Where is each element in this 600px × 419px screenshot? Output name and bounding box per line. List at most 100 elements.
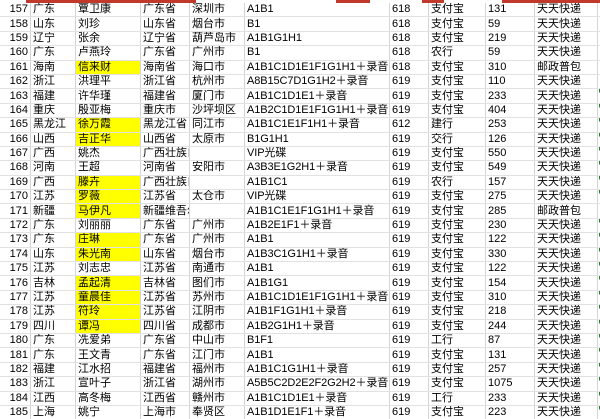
shipping-company-cell[interactable]: 天天快递 <box>534 45 598 61</box>
payment-method-cell[interactable]: 支付宝 <box>428 232 486 248</box>
table-row[interactable]: 178江苏符玲江苏省江阴市A1B1F1G1H1＋录音619支付宝218天天快递1… <box>0 304 600 320</box>
payment-method-cell[interactable]: 支付宝 <box>428 3 486 18</box>
amount-cell[interactable]: 310 <box>485 290 535 306</box>
city-cell[interactable]: 广州市 <box>189 45 245 61</box>
region-cell[interactable]: 河南省 <box>140 160 190 176</box>
region-cell[interactable]: 江苏省 <box>140 290 190 306</box>
batch-number-cell[interactable]: 619 <box>389 290 429 306</box>
city-cell[interactable]: 江门市 <box>189 347 245 363</box>
customer-name-cell[interactable]: 童晨佳 <box>75 290 141 306</box>
table-row[interactable]: 174 山东 朱光南 山东省 烟台市 A1B3C1G1H1＋录音 619 支付宝 330 天天快递… <box>0 247 600 263</box>
amount-cell[interactable]: 157 <box>485 175 535 191</box>
row-number-cell[interactable]: 160 <box>0 45 31 61</box>
city-cell[interactable]: 太原市 <box>189 132 245 147</box>
customer-name-cell[interactable]: 滕卉 <box>75 175 141 191</box>
batch-number-cell[interactable]: 619 <box>389 146 429 162</box>
product-code-cell[interactable]: A1B1C1D1E1F1G1H1＋录音 <box>244 60 390 75</box>
region-cell[interactable]: 山西省 <box>140 132 190 147</box>
row-number-cell[interactable]: 180 <box>0 333 31 349</box>
city-cell[interactable]: 同江市 <box>189 117 245 133</box>
amount-cell[interactable]: 223 <box>485 405 535 419</box>
province-cell[interactable]: 海南 <box>30 60 76 75</box>
city-cell[interactable]: 葫芦岛市 <box>189 31 245 47</box>
region-cell[interactable]: 广东省 <box>140 218 190 234</box>
city-cell[interactable]: 湖州市 <box>189 376 245 392</box>
batch-number-cell[interactable]: 618 <box>389 16 429 32</box>
region-cell[interactable]: 吉林省 <box>140 275 190 291</box>
table-row[interactable]: 170江苏罗薇江苏省太仓市VIP光碟619支付宝275天天快递160039632… <box>0 189 600 205</box>
tracking-number-cell[interactable]: 160039632328 <box>597 333 600 349</box>
amount-cell[interactable]: 233 <box>485 391 535 406</box>
province-cell[interactable]: 广西 <box>30 146 76 162</box>
tracking-number-cell[interactable]: 160039632279 <box>597 218 600 234</box>
product-code-cell[interactable]: A1B3C1G1H1＋录音 <box>244 247 390 263</box>
product-code-cell[interactable]: A1B2E1F1＋录音 <box>244 218 390 234</box>
tracking-number-cell[interactable]: 160039632287 <box>597 132 600 147</box>
tracking-number-cell[interactable]: 160039632331 <box>597 290 600 306</box>
customer-name-cell[interactable]: 刘丽丽 <box>75 218 141 234</box>
product-code-cell[interactable]: A1B1D1E1F1＋录音 <box>244 405 390 419</box>
table-row[interactable]: 159辽宁张余辽宁省葫芦岛市A1B1G1H1618支付宝219天天快递16003… <box>0 31 600 47</box>
city-cell[interactable]: 杭州市 <box>189 74 245 90</box>
product-code-cell[interactable]: A1B2C1D1E1F1G1H1＋录音 <box>244 103 390 119</box>
table-row[interactable]: 175江苏刘志忠江苏省南通市A1B1619支付宝122天天快递160039632… <box>0 261 600 277</box>
amount-cell[interactable]: 549 <box>485 160 535 176</box>
customer-name-cell[interactable]: 覃卫康 <box>75 3 141 18</box>
tracking-number-cell[interactable]: 160039632312 <box>597 74 600 90</box>
batch-number-cell[interactable]: 619 <box>389 218 429 234</box>
province-cell[interactable]: 山西 <box>30 132 76 147</box>
shipping-company-cell[interactable]: 天天快递 <box>534 261 598 277</box>
row-number-cell[interactable]: 162 <box>0 74 31 90</box>
province-cell[interactable]: 广东 <box>30 333 76 349</box>
row-number-cell[interactable]: 171 <box>0 203 31 219</box>
batch-number-cell[interactable]: 619 <box>389 88 429 104</box>
region-cell[interactable]: 广东省 <box>140 333 190 349</box>
city-cell[interactable] <box>189 146 245 162</box>
region-cell[interactable]: 福建省 <box>140 362 190 378</box>
region-cell[interactable]: 海南省 <box>140 60 190 75</box>
table-row[interactable]: 185上海姚宁上海市奉贤区A1B1D1E1F1＋录音619支付宝223天天快递1… <box>0 405 600 419</box>
payment-method-cell[interactable]: 支付宝 <box>428 60 486 75</box>
province-cell[interactable]: 江苏 <box>30 261 76 277</box>
payment-method-cell[interactable]: 支付宝 <box>428 88 486 104</box>
payment-method-cell[interactable]: 支付宝 <box>428 376 486 392</box>
payment-method-cell[interactable]: 支付宝 <box>428 347 486 363</box>
shipping-company-cell[interactable]: 天天快递 <box>534 376 598 392</box>
amount-cell[interactable]: 131 <box>485 347 535 363</box>
province-cell[interactable]: 吉林 <box>30 275 76 291</box>
province-cell[interactable]: 辽宁 <box>30 31 76 47</box>
shipping-company-cell[interactable]: 邮政普包 <box>534 203 598 219</box>
shipping-company-cell[interactable]: 天天快递 <box>534 304 598 320</box>
amount-cell[interactable]: 1075 <box>485 376 535 392</box>
product-code-cell[interactable]: A1B1C1 <box>244 175 390 191</box>
payment-method-cell[interactable]: 工行 <box>428 333 486 349</box>
product-code-cell[interactable]: A1B1C1D1E1＋录音 <box>244 88 390 104</box>
province-cell[interactable]: 河南 <box>30 160 76 176</box>
tracking-number-cell[interactable]: 160039632311 <box>597 88 600 104</box>
payment-method-cell[interactable]: 支付宝 <box>428 31 486 47</box>
city-cell[interactable]: 中山市 <box>189 333 245 349</box>
amount-cell[interactable]: 230 <box>485 218 535 234</box>
city-cell[interactable]: 厦门市 <box>189 88 245 104</box>
batch-number-cell[interactable]: 619 <box>389 261 429 277</box>
table-row[interactable]: 163 福建 许华瑾 福建省 厦门市 A1B1C1D1E1＋录音 619 支付宝 233 天天快递… <box>0 88 600 104</box>
region-cell[interactable]: 江苏省 <box>140 189 190 205</box>
payment-method-cell[interactable]: 支付宝 <box>428 203 486 219</box>
province-cell[interactable]: 江苏 <box>30 304 76 320</box>
product-code-cell[interactable]: B1F1 <box>244 333 390 349</box>
shipping-company-cell[interactable]: 天天快递 <box>534 103 598 119</box>
tracking-number-cell[interactable]: 160039632332 <box>597 275 600 291</box>
batch-number-cell[interactable]: 619 <box>389 132 429 147</box>
province-cell[interactable]: 广东 <box>30 218 76 234</box>
customer-name-cell[interactable]: 张余 <box>75 31 141 47</box>
province-cell[interactable]: 黑龙江 <box>30 117 76 133</box>
batch-number-cell[interactable]: 619 <box>389 347 429 363</box>
region-cell[interactable]: 黑龙江省 <box>140 117 190 133</box>
tracking-number-cell[interactable]: 160039632324 <box>597 376 600 392</box>
payment-method-cell[interactable]: 支付宝 <box>428 261 486 277</box>
tracking-number-cell[interactable]: 160039632285 <box>597 160 600 176</box>
row-number-cell[interactable]: 167 <box>0 146 31 162</box>
shipping-company-cell[interactable]: 天天快递 <box>534 247 598 263</box>
batch-number-cell[interactable]: 618 <box>389 45 429 61</box>
batch-number-cell[interactable]: 619 <box>389 319 429 334</box>
